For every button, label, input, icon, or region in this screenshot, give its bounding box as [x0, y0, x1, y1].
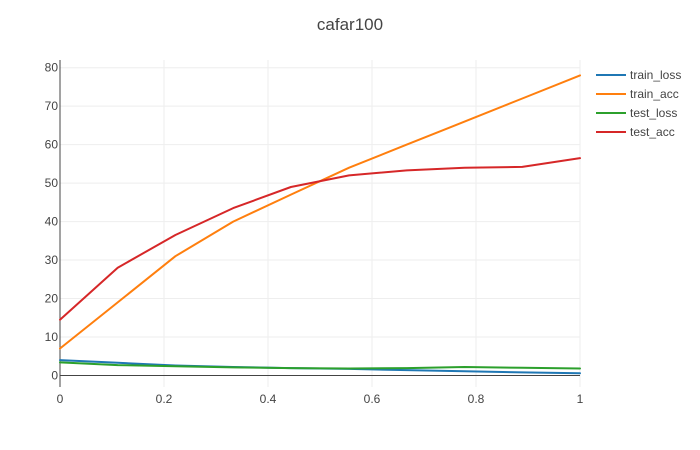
gridlines	[60, 60, 581, 387]
legend[interactable]: train_loss train_acc test_loss test_acc	[596, 68, 681, 139]
y-tick-label: 80	[45, 61, 59, 75]
x-tick-label: 0.6	[364, 392, 381, 406]
legend-item-train-acc[interactable]: train_acc	[596, 87, 679, 101]
series-lines	[59, 74, 581, 375]
y-tick-label: 0	[51, 368, 58, 382]
legend-label: train_acc	[630, 87, 679, 101]
series-line-test-loss	[59, 361, 581, 370]
y-tick-label: 70	[45, 99, 59, 113]
legend-label: train_loss	[630, 68, 681, 82]
y-tick-label: 60	[45, 138, 59, 152]
y-tick-label: 20	[45, 292, 59, 306]
legend-label: test_loss	[630, 106, 677, 120]
legend-item-test-loss[interactable]: test_loss	[596, 106, 677, 120]
x-tick-label: 0.8	[468, 392, 485, 406]
series-line-test-acc	[59, 157, 581, 321]
x-tick-label: 0.2	[156, 392, 173, 406]
y-tick-label: 50	[45, 176, 59, 190]
legend-label: test_acc	[630, 125, 675, 139]
y-tick-label: 30	[45, 253, 59, 267]
x-tick-label: 1	[577, 392, 584, 406]
y-tick-label: 40	[45, 215, 59, 229]
chart-title: cafar100	[317, 15, 383, 34]
y-tick-label: 10	[45, 330, 59, 344]
x-tick-label: 0.4	[260, 392, 277, 406]
series-line-train-acc	[59, 74, 581, 350]
legend-item-train-loss[interactable]: train_loss	[596, 68, 681, 82]
x-tick-label: 0	[57, 392, 64, 406]
legend-item-test-acc[interactable]: test_acc	[596, 125, 675, 139]
